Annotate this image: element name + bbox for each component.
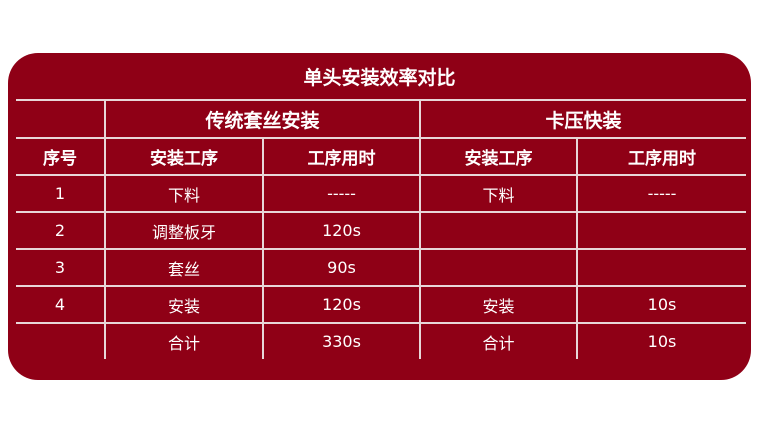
column-header: 安装工序 [419, 137, 579, 176]
table-title: 单头安装效率对比 [303, 67, 456, 89]
cell [419, 248, 579, 287]
cell: ----- [576, 174, 747, 213]
cell: 下料 [419, 174, 579, 213]
table-row: 2 调整板牙 120s [16, 211, 747, 250]
cell: 4 [16, 285, 106, 324]
cell: 合计 [419, 322, 579, 359]
column-header: 安装工序 [104, 137, 264, 176]
cell: 10s [576, 322, 747, 359]
cell: 安装 [104, 285, 264, 324]
column-header: 工序用时 [576, 137, 747, 176]
cell: 2 [16, 211, 106, 250]
column-header-row: 序号 安装工序 工序用时 安装工序 工序用时 [16, 137, 747, 176]
cell: 3 [16, 248, 106, 287]
cell [419, 211, 579, 250]
cell [16, 322, 106, 359]
cell: 90s [261, 248, 422, 287]
cell: 调整板牙 [104, 211, 264, 250]
table-row: 4 安装 120s 安装 10s [16, 285, 747, 324]
cell: 套丝 [104, 248, 264, 287]
cell: 安装 [419, 285, 579, 324]
table-row: 1 下料 ----- 下料 ----- [16, 174, 747, 213]
cell [576, 248, 747, 287]
comparison-panel: 单头安装效率对比 传统套丝安装 卡压快装 序号 安装工序 工序用时 安装工序 工… [8, 53, 751, 380]
cell: 10s [576, 285, 747, 324]
group-header-traditional: 传统套丝安装 [103, 99, 422, 139]
group-header-row: 传统套丝安装 卡压快装 [16, 99, 747, 139]
comparison-table: 传统套丝安装 卡压快装 序号 安装工序 工序用时 安装工序 工序用时 1 下料 --… [16, 99, 747, 359]
cell [576, 211, 747, 250]
cell: 1 [16, 174, 106, 213]
column-header: 工序用时 [261, 137, 422, 176]
cell: 合计 [104, 322, 264, 359]
column-header: 序号 [16, 137, 106, 176]
cell: 120s [261, 211, 422, 250]
empty-header-cell [16, 99, 106, 139]
cell: 下料 [104, 174, 264, 213]
cell: 330s [261, 322, 422, 359]
group-header-press-fit: 卡压快装 [419, 99, 747, 139]
cell: 120s [261, 285, 422, 324]
total-row: 合计 330s 合计 10s [16, 322, 747, 359]
table-row: 3 套丝 90s [16, 248, 747, 287]
cell: ----- [261, 174, 422, 213]
